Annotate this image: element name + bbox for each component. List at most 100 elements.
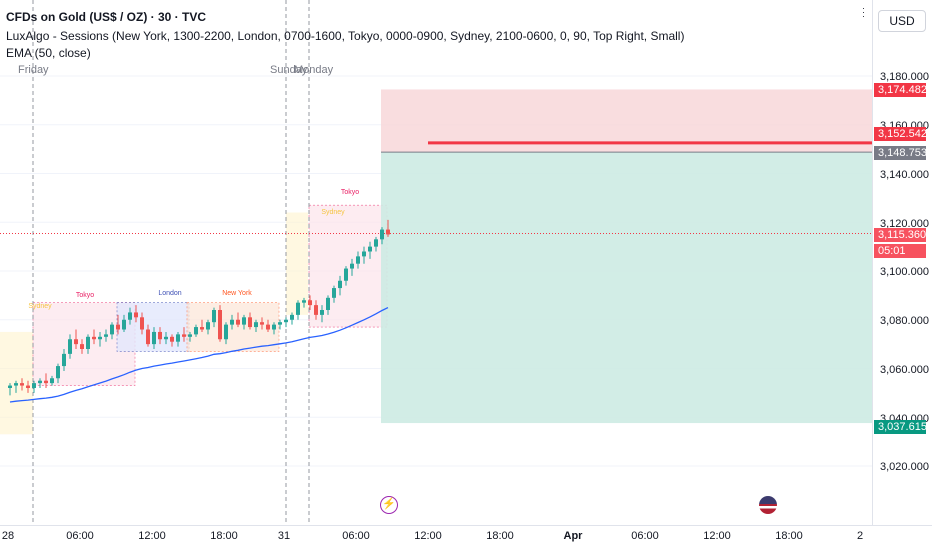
day-label-monday: Monday xyxy=(294,64,334,76)
more-options-icon[interactable]: · · · xyxy=(862,3,865,21)
candle-body xyxy=(218,310,222,340)
time-tick: 18:00 xyxy=(210,530,238,542)
candle-body xyxy=(38,380,42,384)
candle-body xyxy=(338,280,342,289)
candle-body xyxy=(8,385,12,388)
candle-body xyxy=(182,334,186,337)
time-tick: 06:00 xyxy=(631,530,659,542)
price-tick: 3,120.000 xyxy=(880,218,929,230)
candle-body xyxy=(254,322,258,328)
session-label: New York xyxy=(222,290,252,297)
candle-body xyxy=(92,336,96,340)
candle-body xyxy=(68,339,72,354)
alert-price-tag: 3,152.542 xyxy=(874,127,927,141)
entry-price-tag: 3,148.753 xyxy=(874,146,927,160)
candle-body xyxy=(332,288,336,298)
candle-body xyxy=(200,327,204,330)
last-price-tag: 3,115.360 xyxy=(874,228,926,242)
candle-body xyxy=(98,336,102,340)
take-profit-zone xyxy=(381,152,872,424)
session-label: Tokyo xyxy=(76,292,94,299)
candle-body xyxy=(14,383,18,386)
candle-body xyxy=(74,339,78,345)
price-tick: 3,180.000 xyxy=(880,71,929,83)
candle-body xyxy=(62,353,66,367)
candle-body xyxy=(20,383,24,386)
sessions-indicator-legend[interactable]: LuxAlgo - Sessions (New York, 1300-2200,… xyxy=(6,29,685,43)
candle-body xyxy=(386,229,390,235)
candle-body xyxy=(122,319,126,330)
candle-body xyxy=(278,322,282,325)
currency-button[interactable]: USD xyxy=(878,10,926,32)
candle-body xyxy=(170,336,174,342)
candle-body xyxy=(44,380,48,384)
sydney-session-box-2 xyxy=(286,212,308,315)
ema-indicator-legend[interactable]: EMA (50, close) xyxy=(6,46,91,60)
candle-body xyxy=(296,302,300,315)
time-tick: 18:00 xyxy=(486,530,514,542)
session-label: Sydney xyxy=(28,303,52,310)
price-tick: 3,060.000 xyxy=(880,364,929,376)
candle-body xyxy=(128,312,132,320)
day-label-sunday: Sunday xyxy=(270,64,308,76)
candle-body xyxy=(176,334,180,342)
session-label: Sydney xyxy=(321,209,345,216)
candle-body xyxy=(50,378,54,384)
time-tick: 2 xyxy=(856,530,864,542)
time-tick: 12:00 xyxy=(414,530,442,542)
lightning-event-icon[interactable]: ⚡ xyxy=(380,496,398,514)
us-flag-event-icon[interactable] xyxy=(759,496,777,514)
symbol-title[interactable]: CFDs on Gold (US$ / OZ) · 30 · TVC xyxy=(6,10,207,24)
candle-body xyxy=(116,324,120,330)
candle-body xyxy=(350,263,354,269)
candle-body xyxy=(320,310,324,315)
candle-body xyxy=(158,331,162,340)
price-tick: 3,140.000 xyxy=(880,169,929,181)
time-tick: 31 xyxy=(277,530,291,542)
candle-body xyxy=(326,297,330,310)
candle-body xyxy=(380,229,384,240)
day-label-friday: Friday xyxy=(18,64,49,76)
candle-body xyxy=(242,317,246,325)
time-axis-divider xyxy=(0,525,932,526)
candle-body xyxy=(236,319,240,325)
session-label: London xyxy=(158,290,181,297)
candle-body xyxy=(368,246,372,252)
tokyo-session-box-2 xyxy=(308,204,388,328)
candle-body xyxy=(188,334,192,337)
time-tick: 06:00 xyxy=(66,530,94,542)
candle-body xyxy=(212,310,216,323)
candle-body xyxy=(314,305,318,315)
time-tick: Apr xyxy=(563,530,583,542)
price-chart[interactable]: Tokyo London New York Tokyo Sydney Sydney xyxy=(0,0,932,526)
candle-body xyxy=(374,239,378,247)
candle-body xyxy=(302,300,306,303)
candle-body xyxy=(266,324,270,330)
ema-line xyxy=(9,307,389,403)
candle-body xyxy=(344,268,348,281)
candle-body xyxy=(86,336,90,349)
candle-body xyxy=(146,329,150,345)
candle-body xyxy=(206,322,210,330)
candle-body xyxy=(230,319,234,325)
candle-body xyxy=(56,366,60,379)
candle-body xyxy=(362,251,366,257)
candle-body xyxy=(26,385,30,388)
candle-body xyxy=(134,312,138,318)
time-tick: 06:00 xyxy=(342,530,370,542)
candle-body xyxy=(308,300,312,306)
candle-body xyxy=(164,336,168,340)
time-tick: 18:00 xyxy=(775,530,803,542)
candle-body xyxy=(32,383,36,388)
target-price-tag: 3,037.615 xyxy=(874,420,927,434)
candle-body xyxy=(272,324,276,330)
candle-body xyxy=(194,327,198,335)
candle-body xyxy=(80,344,84,349)
candle-body xyxy=(356,256,360,264)
time-tick: 28 xyxy=(1,530,15,542)
time-tick: 12:00 xyxy=(138,530,166,542)
candle-body xyxy=(140,317,144,330)
price-tick: 3,100.000 xyxy=(880,266,929,278)
candle-body xyxy=(224,324,228,340)
price-tick: 3,020.000 xyxy=(880,461,929,473)
